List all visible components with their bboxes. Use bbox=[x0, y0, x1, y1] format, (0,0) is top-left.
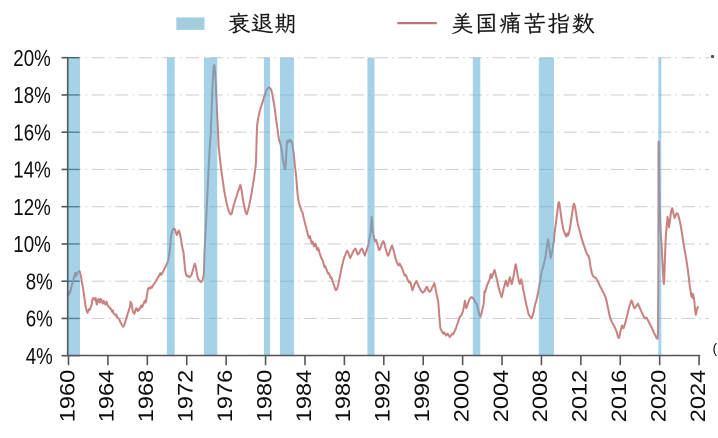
svg-text:6%: 6% bbox=[26, 306, 53, 332]
svg-text:2020: 2020 bbox=[648, 370, 671, 423]
svg-text:20%: 20% bbox=[13, 45, 51, 71]
svg-text:10%: 10% bbox=[13, 231, 51, 257]
svg-text:8%: 8% bbox=[26, 268, 53, 294]
svg-text:16%: 16% bbox=[13, 119, 51, 145]
svg-text:18%: 18% bbox=[13, 82, 51, 108]
svg-text:1988: 1988 bbox=[332, 370, 355, 423]
svg-text:14%: 14% bbox=[13, 157, 51, 183]
svg-text:1972: 1972 bbox=[175, 370, 198, 423]
svg-text:2016: 2016 bbox=[608, 370, 631, 423]
svg-text:12%: 12% bbox=[13, 194, 51, 220]
svg-text:2004: 2004 bbox=[490, 369, 513, 422]
svg-text:1968: 1968 bbox=[135, 370, 158, 423]
svg-text:1984: 1984 bbox=[293, 369, 316, 422]
svg-text:4%: 4% bbox=[26, 343, 53, 369]
svg-text:1976: 1976 bbox=[214, 370, 237, 423]
svg-text:2008: 2008 bbox=[529, 370, 552, 423]
svg-text:1996: 1996 bbox=[411, 370, 434, 423]
svg-text:(: ( bbox=[713, 340, 718, 356]
svg-text:1992: 1992 bbox=[372, 370, 395, 423]
svg-text:2000: 2000 bbox=[450, 370, 473, 423]
svg-text:2024: 2024 bbox=[687, 369, 710, 422]
svg-text:2012: 2012 bbox=[569, 370, 592, 423]
svg-text:1980: 1980 bbox=[253, 370, 276, 423]
svg-text:1964: 1964 bbox=[96, 369, 119, 422]
svg-text:1960: 1960 bbox=[56, 370, 79, 423]
